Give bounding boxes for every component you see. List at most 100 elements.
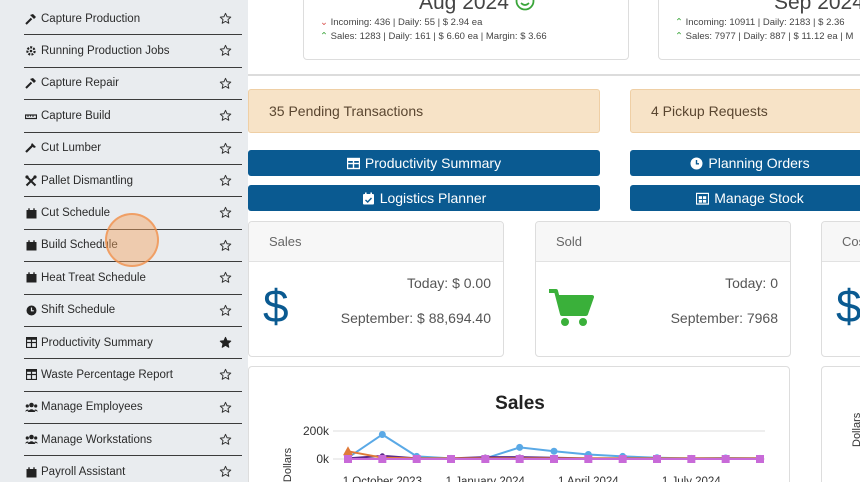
star-outline-icon[interactable]: [219, 271, 232, 284]
y-tick-label: 0k: [316, 452, 330, 466]
manage-stock-button[interactable]: Manage Stock: [630, 185, 860, 211]
star-outline-icon[interactable]: [219, 304, 232, 317]
cart-icon: [548, 288, 594, 333]
data-point[interactable]: [378, 455, 387, 463]
sales-card-title: Sales: [249, 222, 503, 262]
x-tick-label: 1 July 2024: [662, 476, 721, 482]
data-point[interactable]: [516, 443, 524, 451]
sidebar-item-capture-production[interactable]: Capture Production: [24, 3, 242, 36]
star-outline-icon[interactable]: [219, 401, 232, 414]
hammer-icon: [24, 12, 38, 26]
series-line-0: [347, 433, 761, 460]
pending-transactions-alert[interactable]: 35 Pending Transactions: [248, 89, 600, 133]
sidebar-item-label: Productivity Summary: [41, 336, 153, 349]
sidebar-item-running-production-jobs[interactable]: Running Production Jobs: [24, 35, 242, 68]
star-filled-icon[interactable]: [219, 336, 232, 349]
data-point[interactable]: [618, 455, 627, 463]
star-outline-icon[interactable]: [219, 433, 232, 446]
sidebar-item-cut-lumber[interactable]: Cut Lumber: [24, 133, 242, 165]
chart-ylabel: Dollars: [282, 447, 294, 482]
planning-orders-button[interactable]: Planning Orders: [630, 150, 860, 176]
logistics-planner-button[interactable]: Logistics Planner: [248, 185, 600, 211]
sold-month: September: 7968: [670, 310, 778, 326]
divider: [248, 74, 860, 76]
data-point[interactable]: [481, 455, 490, 463]
productivity-summary-button[interactable]: Productivity Summary: [248, 150, 600, 176]
data-point[interactable]: [344, 455, 352, 463]
calendar-icon: [24, 271, 38, 285]
sidebar-item-heat-treat-schedule[interactable]: Heat Treat Schedule: [24, 262, 242, 295]
chevron-up-icon: ⌃: [675, 17, 683, 28]
sidebar: Capture Production Running Production Job…: [0, 0, 248, 482]
incoming-line: Incoming: 10911 | Daily: 2183 | $ 2.36: [685, 17, 845, 28]
sales-stat-card: Sales $ Today: $ 0.00 September: $ 88,69…: [248, 221, 504, 357]
table-icon: [24, 368, 38, 382]
sidebar-item-label: Manage Workstations: [41, 433, 153, 446]
data-point[interactable]: [687, 455, 696, 463]
data-point[interactable]: [721, 455, 730, 463]
calendar-icon: [24, 465, 38, 479]
x-tick-label: 1 April 2024: [558, 476, 619, 482]
data-point[interactable]: [550, 455, 558, 463]
sidebar-item-shift-schedule[interactable]: Shift Schedule: [24, 295, 242, 327]
tools-icon: [24, 174, 38, 188]
pickup-requests-alert[interactable]: 4 Pickup Requests: [630, 89, 860, 133]
sidebar-item-label: Capture Build: [41, 109, 111, 122]
manage-stock-label: Manage Stock: [714, 190, 804, 206]
sales-line: Sales: 1283 | Daily: 161 | $ 6.60 ea | M…: [330, 31, 547, 42]
sold-card-title: Sold: [536, 222, 790, 262]
data-point[interactable]: [515, 455, 524, 463]
star-outline-icon[interactable]: [219, 465, 232, 478]
sidebar-item-capture-repair[interactable]: Capture Repair: [24, 68, 242, 101]
ruler-icon: [24, 109, 38, 123]
saw-icon: [24, 141, 38, 155]
dollar-icon: $: [834, 280, 860, 335]
sidebar-item-label: Capture Repair: [41, 77, 119, 90]
sidebar-item-label: Manage Employees: [41, 401, 143, 414]
chevron-up-icon: ⌃: [675, 31, 683, 42]
sidebar-item-productivity-summary[interactable]: Productivity Summary: [24, 327, 242, 360]
table-icon: [24, 336, 38, 350]
sidebar-item-label: Heat Treat Schedule: [41, 271, 146, 284]
star-outline-icon[interactable]: [219, 368, 232, 381]
sidebar-item-label: Cut Lumber: [41, 142, 102, 155]
data-point[interactable]: [550, 447, 558, 455]
star-outline-icon[interactable]: [219, 239, 232, 252]
sidebar-item-waste-percentage-report[interactable]: Waste Percentage Report: [24, 359, 242, 392]
star-outline-icon[interactable]: [219, 109, 232, 122]
data-point[interactable]: [653, 455, 661, 463]
data-point[interactable]: [584, 455, 593, 463]
cost-card-title: Cos: [822, 222, 860, 262]
star-outline-icon[interactable]: [219, 12, 232, 25]
chart-title: Sales: [495, 393, 545, 414]
data-point[interactable]: [343, 446, 353, 456]
table-icon: [346, 157, 360, 170]
cogs-icon: [24, 44, 38, 58]
sidebar-item-manage-workstations[interactable]: Manage Workstations: [24, 424, 242, 457]
data-point[interactable]: [412, 455, 421, 463]
star-outline-icon[interactable]: [219, 206, 232, 219]
cost-stat-card: Cos $: [821, 221, 860, 357]
svg-text:$: $: [836, 282, 860, 330]
star-outline-icon[interactable]: [219, 44, 232, 57]
sidebar-item-pallet-dismantling[interactable]: Pallet Dismantling: [24, 165, 242, 198]
x-tick-label: 1 October 2023: [343, 476, 422, 482]
sales-today: Today: $ 0.00: [406, 275, 491, 291]
y-tick-label: 200k: [303, 424, 330, 438]
star-outline-icon[interactable]: [219, 77, 232, 90]
users-icon: [24, 433, 38, 447]
data-point[interactable]: [756, 455, 764, 463]
data-point[interactable]: [378, 431, 386, 439]
sidebar-item-capture-build[interactable]: Capture Build: [24, 100, 242, 133]
sold-stat-card: Sold Today: 0 September: 7968: [535, 221, 791, 357]
users-icon: [24, 400, 38, 414]
productivity-summary-label: Productivity Summary: [364, 155, 502, 171]
star-outline-icon[interactable]: [219, 174, 232, 187]
data-point[interactable]: [447, 455, 455, 463]
x-tick-label: 1 January 2024: [446, 476, 526, 482]
star-outline-icon[interactable]: [219, 142, 232, 155]
sidebar-item-payroll-assistant[interactable]: Payroll Assistant: [24, 456, 242, 482]
sidebar-item-manage-employees[interactable]: Manage Employees: [24, 392, 242, 425]
click-indicator: [105, 213, 159, 267]
planning-orders-label: Planning Orders: [708, 155, 810, 171]
